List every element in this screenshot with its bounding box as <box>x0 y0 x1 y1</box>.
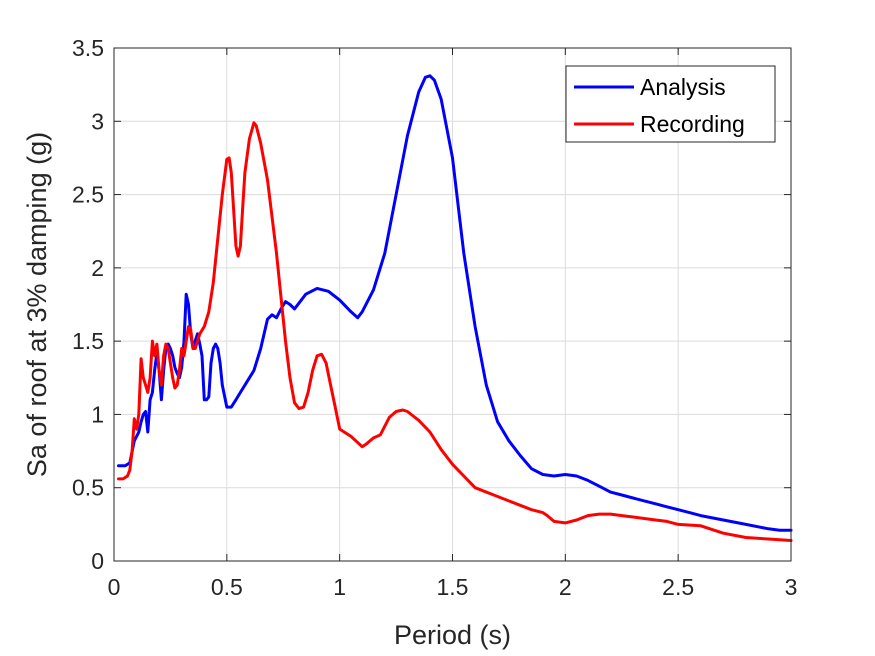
legend-label-recording: Recording <box>640 111 745 137</box>
x-tick-label: 0 <box>108 574 121 600</box>
y-tick-label: 2 <box>91 255 104 281</box>
legend-box <box>565 65 776 143</box>
y-tick-label: 1 <box>91 401 104 427</box>
legend-label-analysis: Analysis <box>640 74 726 100</box>
x-tick-label: 3 <box>785 574 798 600</box>
x-tick-label: 2 <box>559 574 572 600</box>
tick-labels: 0 0.5 1 1.5 2 2.5 3 0 0.5 1 1.5 2 2.5 3 3.5 <box>72 35 797 600</box>
x-tick-label: 1.5 <box>437 574 469 600</box>
y-tick-label: 0.5 <box>72 475 104 501</box>
x-axis-title: Period (s) <box>394 620 511 650</box>
x-tick-label: 1 <box>333 574 346 600</box>
series-line-recording <box>117 121 793 542</box>
y-tick-label: 1.5 <box>72 328 104 354</box>
plot-series <box>117 74 793 542</box>
y-tick-label: 2.5 <box>72 182 104 208</box>
legend: Analysis Recording <box>565 65 776 143</box>
y-tick-label: 0 <box>91 548 104 574</box>
y-axis-title: Sa of roof at 3% damping (g) <box>22 132 52 477</box>
y-tick-label: 3 <box>91 108 104 134</box>
x-tick-label: 2.5 <box>662 574 694 600</box>
y-tick-label: 3.5 <box>72 35 104 61</box>
x-tick-label: 0.5 <box>211 574 243 600</box>
axis-ticks <box>113 47 792 562</box>
